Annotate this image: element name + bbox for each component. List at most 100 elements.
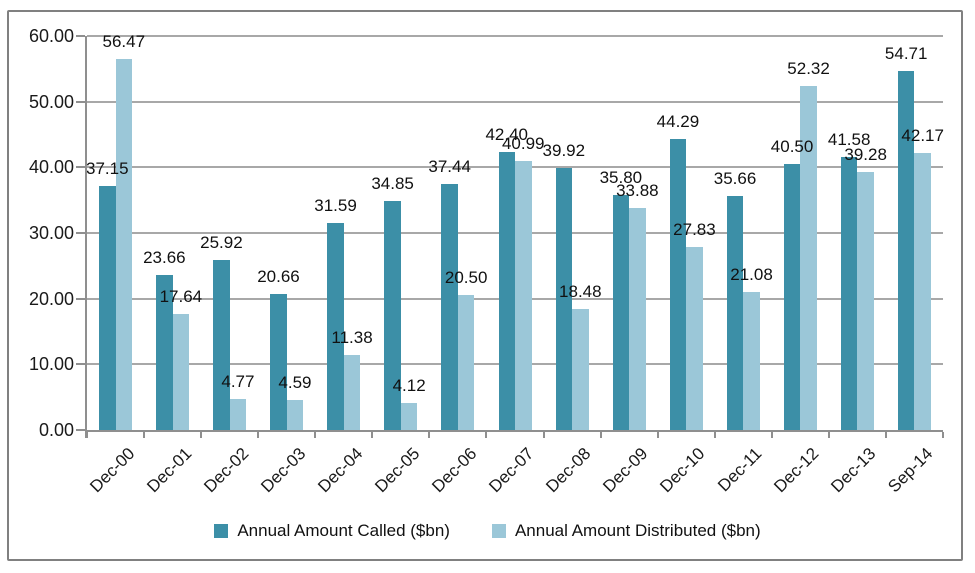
bar-distributed-Dec-08 <box>572 308 589 430</box>
legend-swatch-distributed <box>491 524 506 538</box>
bar-distributed-Dec-01 <box>172 314 190 430</box>
data-label-called-Dec-05: 34.85 <box>371 174 414 194</box>
x-axis-tick <box>200 432 203 438</box>
data-label-distributed-Dec-09: 33.88 <box>616 180 659 200</box>
x-axis-tick <box>143 432 146 438</box>
data-label-distributed-Dec-13: 39.28 <box>844 145 887 165</box>
bar-called-Sep-14 <box>897 70 915 430</box>
y-axis-tick <box>76 232 85 234</box>
y-axis-tick <box>76 297 85 300</box>
legend-label-called: Annual Amount Called ($bn) <box>237 521 450 540</box>
data-label-called-Dec-03: 20.66 <box>257 267 300 287</box>
bar-called-Dec-05 <box>384 201 401 430</box>
legend-item-called: Annual Amount Called ($bn) <box>214 521 450 541</box>
data-label-distributed-Dec-01: 17.64 <box>159 287 203 307</box>
data-label-distributed-Dec-03: 4.59 <box>278 372 312 392</box>
data-label-called-Dec-13: 41.58 <box>827 129 871 149</box>
data-label-called-Dec-11: 35.66 <box>713 168 757 188</box>
bar-distributed-Dec-02 <box>229 398 247 430</box>
bar-called-Dec-13 <box>840 156 858 430</box>
y-axis-tick <box>76 100 85 103</box>
y-axis-tick-label: 40.00 <box>28 157 74 178</box>
bar-distributed-Dec-06 <box>457 295 475 430</box>
x-axis-tick <box>86 432 88 438</box>
x-axis-tick <box>599 432 602 438</box>
bar-called-Dec-03 <box>270 294 287 430</box>
legend-swatch-called <box>214 524 229 538</box>
gridline <box>87 35 943 37</box>
bar-called-Dec-01 <box>156 274 173 430</box>
bar-distributed-Dec-05 <box>400 402 418 430</box>
data-label-called-Dec-06: 37.44 <box>428 157 471 177</box>
bar-called-Dec-11 <box>726 195 744 430</box>
y-axis-labels: 0.00 10.00 20.00 30.00 40.00 50.00 60.00 <box>2 26 74 440</box>
bar-distributed-Dec-04 <box>343 355 361 430</box>
data-label-called-Dec-00: 37.15 <box>86 159 129 179</box>
x-axis-tick <box>428 432 431 438</box>
y-axis-tick-label: 10.00 <box>28 354 74 375</box>
data-label-distributed-Dec-12: 52.32 <box>787 59 830 79</box>
y-axis-tick <box>76 429 85 431</box>
bar-called-Dec-00 <box>99 186 116 430</box>
data-label-distributed-Dec-05: 4.12 <box>392 375 426 395</box>
bar-called-Dec-04 <box>327 222 344 430</box>
bar-called-Dec-02 <box>213 259 230 430</box>
x-axis-tick <box>942 432 944 438</box>
data-label-distributed-Dec-00: 56.47 <box>102 32 146 52</box>
bar-called-Dec-08 <box>555 167 573 430</box>
data-label-distributed-Dec-10: 27.83 <box>673 220 716 240</box>
x-axis-tick <box>770 432 773 438</box>
x-axis-tick <box>827 432 830 438</box>
y-axis-tick-label: 0.00 <box>38 420 74 440</box>
bar-distributed-Dec-11 <box>743 291 760 430</box>
bar-distributed-Dec-00 <box>115 59 133 430</box>
x-axis-tick <box>884 432 887 438</box>
data-label-called-Dec-04: 31.59 <box>314 195 357 215</box>
legend-label-distributed: Annual Amount Distributed ($bn) <box>514 521 761 540</box>
y-axis-line <box>85 36 87 438</box>
x-axis-tick <box>371 432 374 438</box>
x-axis-tick <box>656 432 659 438</box>
data-label-called-Dec-01: 23.66 <box>143 247 186 267</box>
data-label-called-Dec-12: 40.50 <box>770 137 814 157</box>
data-label-called-Dec-07: 42.40 <box>485 124 529 144</box>
bar-called-Dec-10 <box>669 139 687 430</box>
data-label-distributed-Dec-07: 40.99 <box>501 133 545 153</box>
data-label-called-Dec-02: 25.92 <box>200 232 243 252</box>
y-axis-tick-label: 50.00 <box>28 91 74 112</box>
gridline <box>87 100 943 103</box>
bar-distributed-Dec-12 <box>800 86 817 430</box>
data-label-distributed-Dec-11: 21.08 <box>730 264 773 284</box>
bar-distributed-Dec-07 <box>515 160 532 430</box>
y-axis-tick-label: 30.00 <box>28 223 74 243</box>
legend: Annual Amount Called ($bn) Annual Amount … <box>0 521 975 541</box>
bar-distributed-Dec-10 <box>686 247 703 430</box>
x-axis-tick <box>485 432 488 438</box>
y-axis-tick <box>76 363 85 366</box>
y-axis-tick-label: 60.00 <box>28 26 74 46</box>
bar-distributed-Dec-09 <box>629 207 646 430</box>
data-label-called-Sep-14: 54.71 <box>884 43 928 63</box>
data-label-distributed-Dec-06: 20.50 <box>444 268 488 288</box>
x-axis-tick <box>713 432 716 438</box>
bar-distributed-Sep-14 <box>914 153 931 430</box>
plot-area: 37.15 56.47 23.66 17.64 25.92 4.77 20.66 4.59 31… <box>76 32 944 438</box>
y-axis-tick-label: 20.00 <box>28 288 74 309</box>
x-axis-tick <box>542 432 545 438</box>
x-axis-tick <box>257 432 260 438</box>
data-label-distributed-Dec-04: 11.38 <box>331 328 373 348</box>
bar-called-Dec-07 <box>498 151 515 430</box>
y-axis-tick <box>76 166 85 169</box>
bar-called-Dec-06 <box>441 184 458 430</box>
data-label-called-Dec-08: 39.92 <box>542 140 586 160</box>
data-label-distributed-Dec-08: 18.48 <box>559 281 602 301</box>
bar-distributed-Dec-13 <box>857 172 874 430</box>
bar-distributed-Dec-03 <box>286 399 304 430</box>
data-label-distributed-Sep-14: 42.17 <box>901 126 944 146</box>
x-axis-line <box>85 430 943 432</box>
y-axis-tick <box>76 35 85 37</box>
data-label-called-Dec-10: 44.29 <box>656 112 700 132</box>
x-axis-tick <box>314 432 317 438</box>
legend-item-distributed: Annual Amount Distributed ($bn) <box>491 521 761 541</box>
